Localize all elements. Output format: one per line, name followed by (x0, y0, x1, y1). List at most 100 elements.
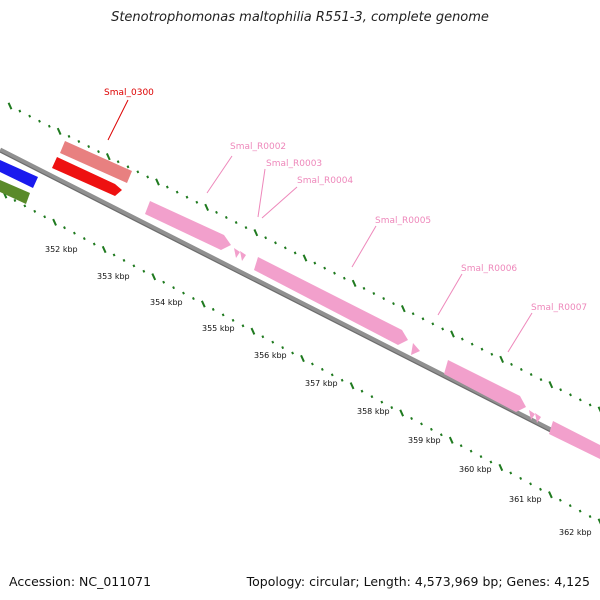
minor-tick (490, 352, 494, 356)
minor-tick (420, 422, 423, 426)
feature-smal-r0005[interactable] (254, 257, 408, 345)
major-tick (548, 381, 554, 389)
major-tick (548, 491, 553, 499)
gene-label-smal-r0006: Smal_R0006 (461, 264, 517, 274)
gene-label-smal-r0003: Smal_R0003 (266, 159, 322, 169)
feature-olive[interactable] (0, 180, 30, 204)
minor-tick (38, 119, 41, 123)
scale-label-353: 353 kbp (97, 272, 130, 281)
minor-tick (539, 378, 543, 382)
major-tick (105, 153, 111, 161)
minor-tick (431, 322, 435, 326)
major-tick (597, 406, 600, 413)
minor-tick (509, 471, 513, 475)
feature-salmon[interactable] (60, 141, 132, 183)
callout-smal-r0006 (437, 273, 463, 316)
scale-label-361: 361 kbp (509, 495, 542, 504)
minor-tick (469, 449, 473, 453)
minor-tick (142, 269, 146, 273)
minor-tick (330, 373, 334, 377)
minor-tick (234, 221, 238, 225)
feature-smal-r0002[interactable] (145, 201, 231, 250)
major-tick (7, 102, 13, 110)
minor-tick (43, 215, 47, 219)
scale-label-354: 354 kbp (150, 298, 183, 307)
minor-tick (244, 226, 248, 230)
minor-tick (112, 253, 116, 257)
scale-label-360: 360 kbp (459, 465, 492, 474)
feature-smal-r0007-a[interactable] (529, 410, 535, 420)
major-tick (155, 178, 160, 186)
major-tick (200, 300, 206, 308)
major-tick (400, 305, 406, 313)
minor-tick (271, 340, 275, 344)
feature-right-edge[interactable] (549, 421, 600, 459)
minor-tick (372, 291, 376, 295)
minor-tick (411, 312, 415, 316)
minor-tick (274, 241, 277, 245)
minor-tick (291, 351, 294, 355)
minor-tick (281, 346, 285, 350)
major-tick (597, 518, 600, 525)
major-tick (349, 382, 355, 390)
minor-tick (578, 509, 582, 513)
scale-label-357: 357 kbp (305, 379, 338, 388)
minor-tick (470, 342, 474, 346)
minor-tick (283, 246, 287, 250)
minor-tick (162, 280, 166, 284)
genome-backbone-shadow (0, 151, 600, 458)
minor-tick (360, 389, 364, 393)
minor-tick (211, 307, 215, 311)
minor-tick (558, 498, 562, 502)
minor-tick (175, 190, 179, 194)
feature-smal-r0003[interactable] (234, 248, 240, 258)
minor-tick (459, 444, 463, 448)
feature-smal-r0005-tail[interactable] (411, 343, 420, 355)
major-tick (399, 409, 405, 417)
feature-blue[interactable] (0, 160, 38, 188)
feature-smal-r0004[interactable] (240, 251, 246, 261)
callout-smal-r0002 (206, 155, 233, 194)
feature-smal-r0007-b[interactable] (535, 413, 541, 423)
feature-red[interactable] (52, 157, 122, 196)
minor-tick (439, 433, 443, 437)
minor-tick (421, 317, 425, 321)
minor-tick (380, 400, 384, 404)
minor-tick (320, 367, 324, 371)
feature-smal-r0006[interactable] (444, 360, 526, 412)
minor-tick (323, 266, 327, 270)
minor-tick (510, 362, 513, 366)
accession-text: Accession: NC_011071 (9, 574, 152, 589)
scale-label-352: 352 kbp (45, 245, 78, 254)
scale-label-358: 358 kbp (357, 407, 390, 416)
gene-label-smal-r0004: Smal_R0004 (297, 176, 353, 186)
scale-label-362: 362 kbp (559, 528, 592, 537)
minor-tick (333, 271, 336, 275)
gene-label-smal-r0002: Smal_R0002 (230, 142, 286, 152)
minor-tick (460, 337, 464, 341)
minor-tick (47, 124, 51, 128)
minor-tick (241, 324, 245, 328)
callout-smal-r0003 (257, 168, 266, 218)
minor-tick (489, 460, 493, 464)
outer-tick-track (7, 102, 600, 413)
minor-tick (568, 504, 572, 508)
minor-tick (116, 160, 120, 164)
minor-tick (479, 455, 483, 459)
callout-smal-r0004 (261, 186, 298, 219)
minor-tick (430, 427, 433, 431)
gene-label-smal-r0007: Smal_R0007 (531, 303, 587, 313)
callout-smal-r0005 (351, 225, 377, 268)
minor-tick (441, 327, 445, 331)
minor-tick (87, 145, 91, 149)
minor-tick (569, 393, 572, 397)
minor-tick (340, 378, 344, 382)
minor-tick (559, 388, 563, 392)
minor-tick (539, 487, 542, 491)
minor-tick (146, 175, 150, 179)
minor-tick (28, 114, 32, 118)
map-title: Stenotrophomonas maltophilia R551-3, com… (111, 10, 489, 25)
minor-tick (261, 335, 265, 339)
minor-tick (172, 286, 175, 290)
minor-tick (362, 286, 366, 290)
